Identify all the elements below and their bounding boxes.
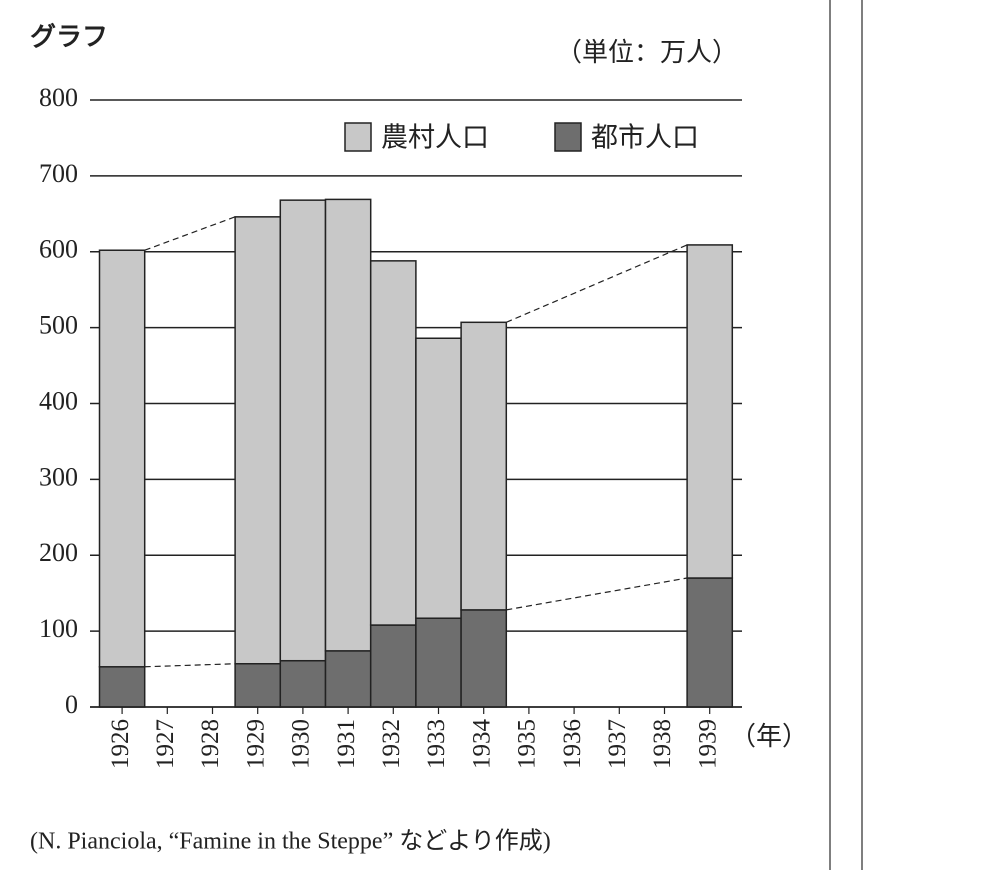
x-tick-label: 1938 <box>649 719 676 769</box>
x-tick-label: 1927 <box>152 719 179 769</box>
x-tick-label: 1932 <box>378 719 405 769</box>
gap-connector <box>144 216 236 251</box>
bar-segment <box>415 617 462 708</box>
source-note: (N. Pianciola, “Famine in the Steppe” など… <box>30 828 551 855</box>
y-tick-label: 100 <box>39 614 78 643</box>
x-tick-label: 1934 <box>468 719 495 770</box>
legend-bg <box>330 112 742 164</box>
legend-swatch <box>554 122 582 152</box>
legend-swatch <box>344 122 372 152</box>
bar-segment <box>279 659 327 708</box>
x-tick-label: 1937 <box>604 719 631 769</box>
bar-segment <box>460 609 508 708</box>
x-tick-label: 1926 <box>107 719 134 769</box>
gap-connector <box>506 577 688 611</box>
bar-segment <box>460 321 508 611</box>
y-tick-label: 500 <box>39 311 78 340</box>
y-tick-label: 400 <box>39 386 78 415</box>
unit-label: （単位：万人） <box>556 38 738 68</box>
x-tick-label: 1931 <box>333 719 360 769</box>
y-tick-label: 200 <box>39 538 78 567</box>
bar-segment <box>686 244 734 579</box>
x-tick-label: 1930 <box>288 719 315 769</box>
x-tick-label: 1928 <box>197 719 224 769</box>
bar-segment <box>234 663 282 708</box>
bar-segment <box>279 199 327 662</box>
bar-segment <box>369 260 417 626</box>
x-tick-label: 1933 <box>423 719 450 769</box>
bar-segment <box>324 198 372 652</box>
gap-connector <box>506 244 688 323</box>
legend-label: 都市人口 <box>591 123 699 154</box>
y-tick-label: 800 <box>39 83 78 112</box>
bar-segment <box>98 666 146 708</box>
bar-segment <box>324 650 372 708</box>
y-tick-label: 0 <box>65 690 78 719</box>
x-tick-label: 1936 <box>559 719 586 769</box>
bar-segment <box>98 249 146 668</box>
gap-connector <box>144 663 236 668</box>
y-tick-label: 700 <box>39 159 78 188</box>
chart-title: グラフ <box>30 23 108 53</box>
y-tick-label: 600 <box>39 235 78 264</box>
x-tick-label: 1935 <box>514 719 541 769</box>
x-tick-label: 1939 <box>694 719 721 769</box>
y-tick-label: 300 <box>39 462 78 491</box>
x-axis-label: （年） <box>730 722 808 752</box>
bar-segment <box>415 337 462 619</box>
bar-segment <box>686 577 734 708</box>
bar-segment <box>234 216 282 665</box>
x-tick-label: 1929 <box>242 719 269 769</box>
legend-label: 農村人口 <box>381 123 489 154</box>
bar-segment <box>369 624 417 708</box>
